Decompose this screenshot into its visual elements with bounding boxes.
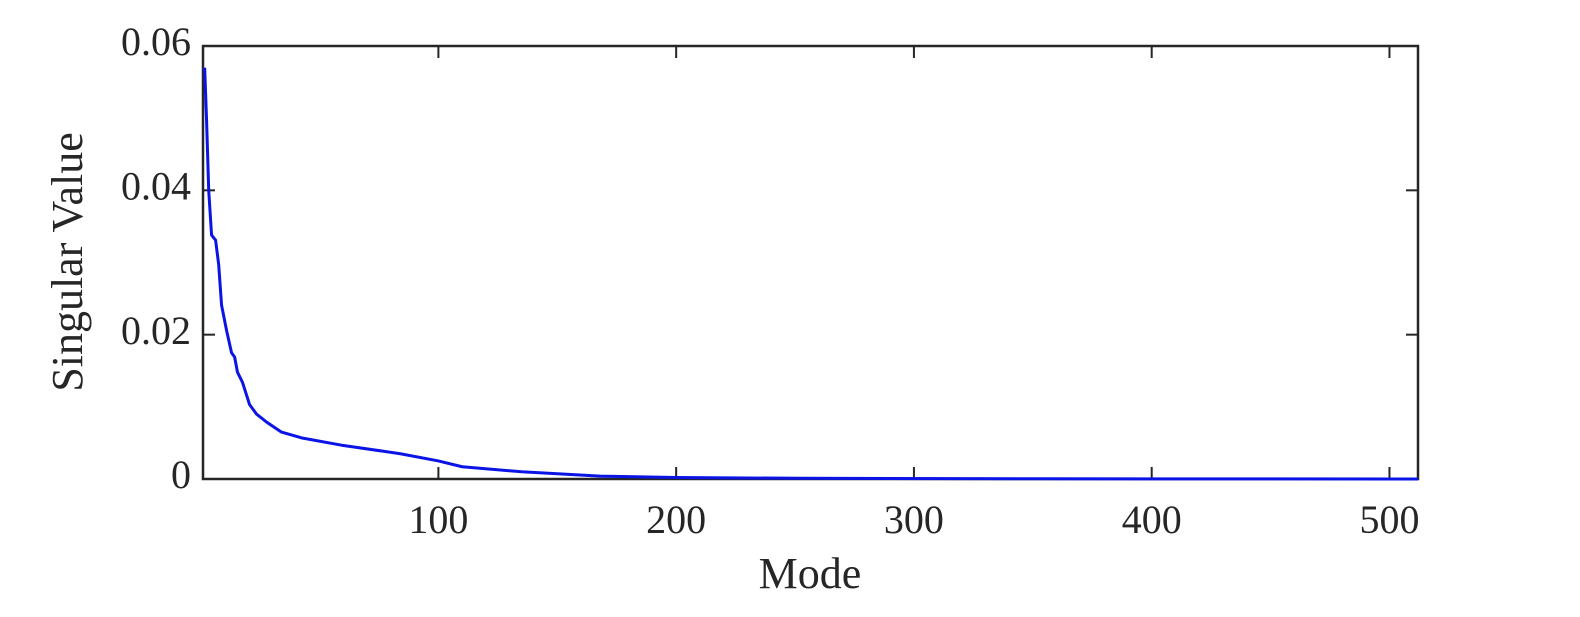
x-axis-title: Mode	[759, 549, 862, 598]
y-tick-label: 0.04	[121, 164, 191, 209]
y-tick-label: 0	[171, 452, 191, 497]
x-tick-label: 200	[646, 497, 706, 542]
plot-frame	[201, 44, 1420, 481]
data-line	[203, 67, 1419, 481]
y-tick-label: 0.02	[121, 308, 191, 353]
y-tick-label: 0.06	[121, 19, 191, 64]
x-tick-label: 400	[1122, 497, 1182, 542]
y-axis-title: Singular Value	[43, 132, 92, 392]
x-tick-label: 500	[1359, 497, 1419, 542]
x-tick-label: 100	[408, 497, 468, 542]
x-tick-label: 300	[884, 497, 944, 542]
